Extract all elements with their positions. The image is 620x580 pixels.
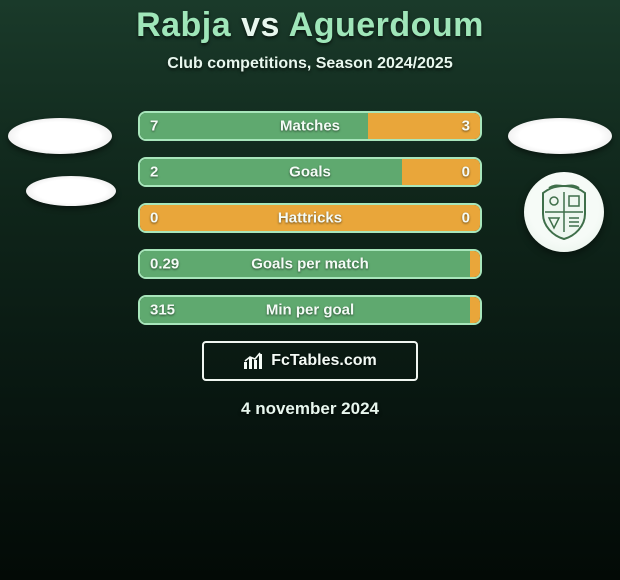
stat-bar: 0 Hattricks 0: [138, 203, 482, 233]
stat-label: Matches: [280, 118, 340, 135]
stat-label: Goals: [289, 164, 331, 181]
stat-left-value: 0.29: [150, 256, 179, 273]
stat-bar: 0.29 Goals per match: [138, 249, 482, 279]
stat-left-value: 2: [150, 164, 158, 181]
stat-bar-right: [470, 251, 480, 277]
stat-left-value: 315: [150, 302, 175, 319]
stat-label: Goals per match: [251, 256, 369, 273]
comparison-title: Rabja vs Aguerdoum: [0, 0, 620, 45]
stat-left-value: 0: [150, 210, 158, 227]
stat-label: Min per goal: [266, 302, 354, 319]
stat-row: 2 Goals 0: [0, 157, 620, 187]
stat-row: 7 Matches 3: [0, 111, 620, 141]
stat-bar: 7 Matches 3: [138, 111, 482, 141]
stats-stage: 7 Matches 3 2 Goals 0 0 Hattricks 0 0.29 Goals per…: [0, 111, 620, 325]
stat-right-value: 0: [462, 164, 470, 181]
brand-text: FcTables.com: [271, 352, 377, 370]
stat-right-value: 0: [462, 210, 470, 227]
stat-bar-right: [470, 297, 480, 323]
stat-row: 315 Min per goal: [0, 295, 620, 325]
stat-bar: 2 Goals 0: [138, 157, 482, 187]
stat-row: 0 Hattricks 0: [0, 203, 620, 233]
stat-bar-left: [140, 159, 402, 185]
stat-row: 0.29 Goals per match: [0, 249, 620, 279]
player-right-name: Aguerdoum: [289, 6, 484, 44]
stat-right-value: 3: [462, 118, 470, 135]
brand-chart-icon: [243, 352, 265, 370]
stat-bar: 315 Min per goal: [138, 295, 482, 325]
player-left-name: Rabja: [136, 6, 231, 44]
subtitle: Club competitions, Season 2024/2025: [0, 55, 620, 73]
stat-label: Hattricks: [278, 210, 342, 227]
brand-box: FcTables.com: [202, 341, 418, 381]
stat-left-value: 7: [150, 118, 158, 135]
vs-label: vs: [241, 6, 280, 44]
date-label: 4 november 2024: [0, 399, 620, 419]
